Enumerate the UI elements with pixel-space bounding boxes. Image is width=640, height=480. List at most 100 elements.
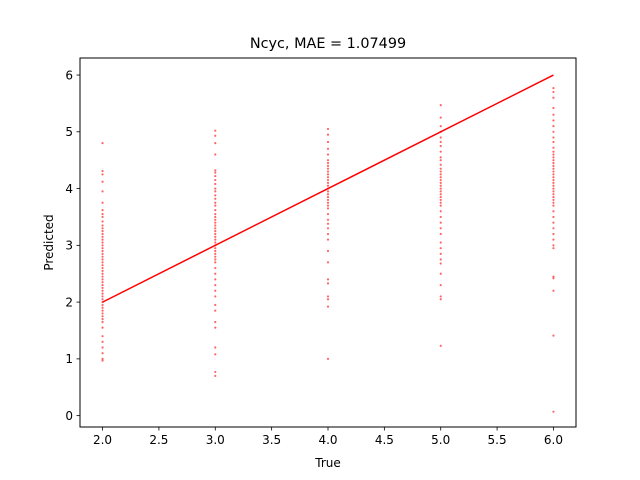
data-point: [326, 282, 330, 285]
data-point: [439, 167, 442, 170]
data-point: [214, 374, 217, 378]
data-point: [439, 163, 442, 166]
data-point: [214, 153, 217, 156]
data-point: [552, 181, 555, 184]
data-point: [326, 167, 330, 170]
data-point: [101, 190, 104, 193]
data-point: [552, 204, 555, 207]
data-point: [214, 178, 217, 182]
data-point: [214, 320, 217, 324]
x-tick-label: 5.0: [431, 433, 450, 447]
data-point: [214, 187, 217, 190]
data-point: [101, 235, 104, 238]
data-point: [326, 195, 330, 199]
data-point: [214, 197, 217, 200]
data-point: [552, 232, 555, 236]
x-axis-ticks: 2.0 2.5 3.0 3.5 4.0 4.5 5.0 5.5 6.0: [93, 427, 563, 447]
data-point: [439, 201, 442, 204]
data-point: [101, 201, 104, 204]
data-point: [101, 213, 104, 216]
data-point: [326, 181, 330, 184]
data-point: [552, 275, 555, 278]
data-point: [214, 238, 217, 241]
data-point: [439, 140, 442, 144]
x-tick-label: 4.0: [318, 433, 337, 447]
data-point: [552, 161, 555, 165]
data-point: [552, 210, 555, 213]
data-point: [101, 227, 104, 230]
data-point: [101, 269, 104, 272]
data-point: [101, 264, 104, 267]
data-point: [214, 194, 217, 197]
data-point: [439, 298, 442, 301]
data-point: [101, 241, 104, 244]
data-point: [439, 116, 442, 119]
data-point: [552, 178, 555, 182]
data-point: [326, 147, 330, 150]
data-point: [326, 178, 330, 182]
data-point: [439, 262, 442, 265]
data-point: [214, 221, 217, 224]
data-point: [439, 295, 442, 298]
data-point: [552, 140, 555, 144]
data-point: [214, 309, 217, 312]
data-point: [101, 220, 104, 223]
data-point: [552, 190, 555, 193]
data-point: [552, 90, 555, 94]
data-point: [552, 136, 555, 139]
data-point: [552, 159, 555, 162]
x-tick-label: 2.5: [149, 433, 168, 447]
data-point: [439, 150, 442, 153]
data-point: [552, 153, 555, 156]
data-point: [214, 295, 217, 298]
data-point: [552, 187, 555, 190]
x-tick-label: 4.5: [375, 433, 394, 447]
data-point: [214, 215, 217, 219]
identity-line: [102, 74, 554, 303]
data-point: [439, 156, 442, 159]
data-point: [214, 169, 217, 172]
data-point: [214, 261, 217, 264]
data-point: [552, 198, 555, 202]
data-point: [552, 215, 555, 219]
data-point: [552, 96, 555, 99]
data-point: [101, 278, 104, 281]
data-point: [439, 204, 442, 207]
data-point: [552, 156, 555, 159]
data-point: [101, 306, 104, 309]
data-point: [214, 346, 217, 349]
data-point: [439, 193, 442, 196]
data-point: [439, 173, 442, 176]
data-point: [326, 161, 330, 165]
data-point: [214, 134, 217, 137]
data-point: [439, 176, 442, 179]
data-point: [101, 326, 104, 329]
data-point: [214, 142, 217, 145]
data-point: [439, 241, 442, 244]
data-point: [214, 266, 217, 270]
data-point: [439, 144, 442, 148]
data-point: [552, 244, 555, 247]
data-point: [101, 340, 104, 343]
data-point: [439, 195, 442, 199]
data-point: [326, 201, 330, 204]
data-point: [552, 410, 555, 413]
data-point: [101, 289, 104, 292]
data-point: [101, 247, 104, 250]
data-point: [214, 171, 217, 174]
data-point: [101, 275, 104, 278]
data-point: [439, 184, 442, 187]
data-point: [439, 170, 442, 173]
data-point: [326, 222, 330, 225]
data-point: [552, 170, 555, 173]
data-point: [326, 357, 330, 360]
data-point: [439, 104, 442, 107]
data-point: [552, 125, 555, 128]
data-point: [552, 334, 555, 337]
data-point: [326, 153, 330, 156]
data-point: [214, 272, 217, 275]
data-point: [439, 247, 442, 250]
data-point: [101, 244, 104, 247]
data-point: [439, 125, 442, 128]
data-point: [214, 303, 217, 307]
